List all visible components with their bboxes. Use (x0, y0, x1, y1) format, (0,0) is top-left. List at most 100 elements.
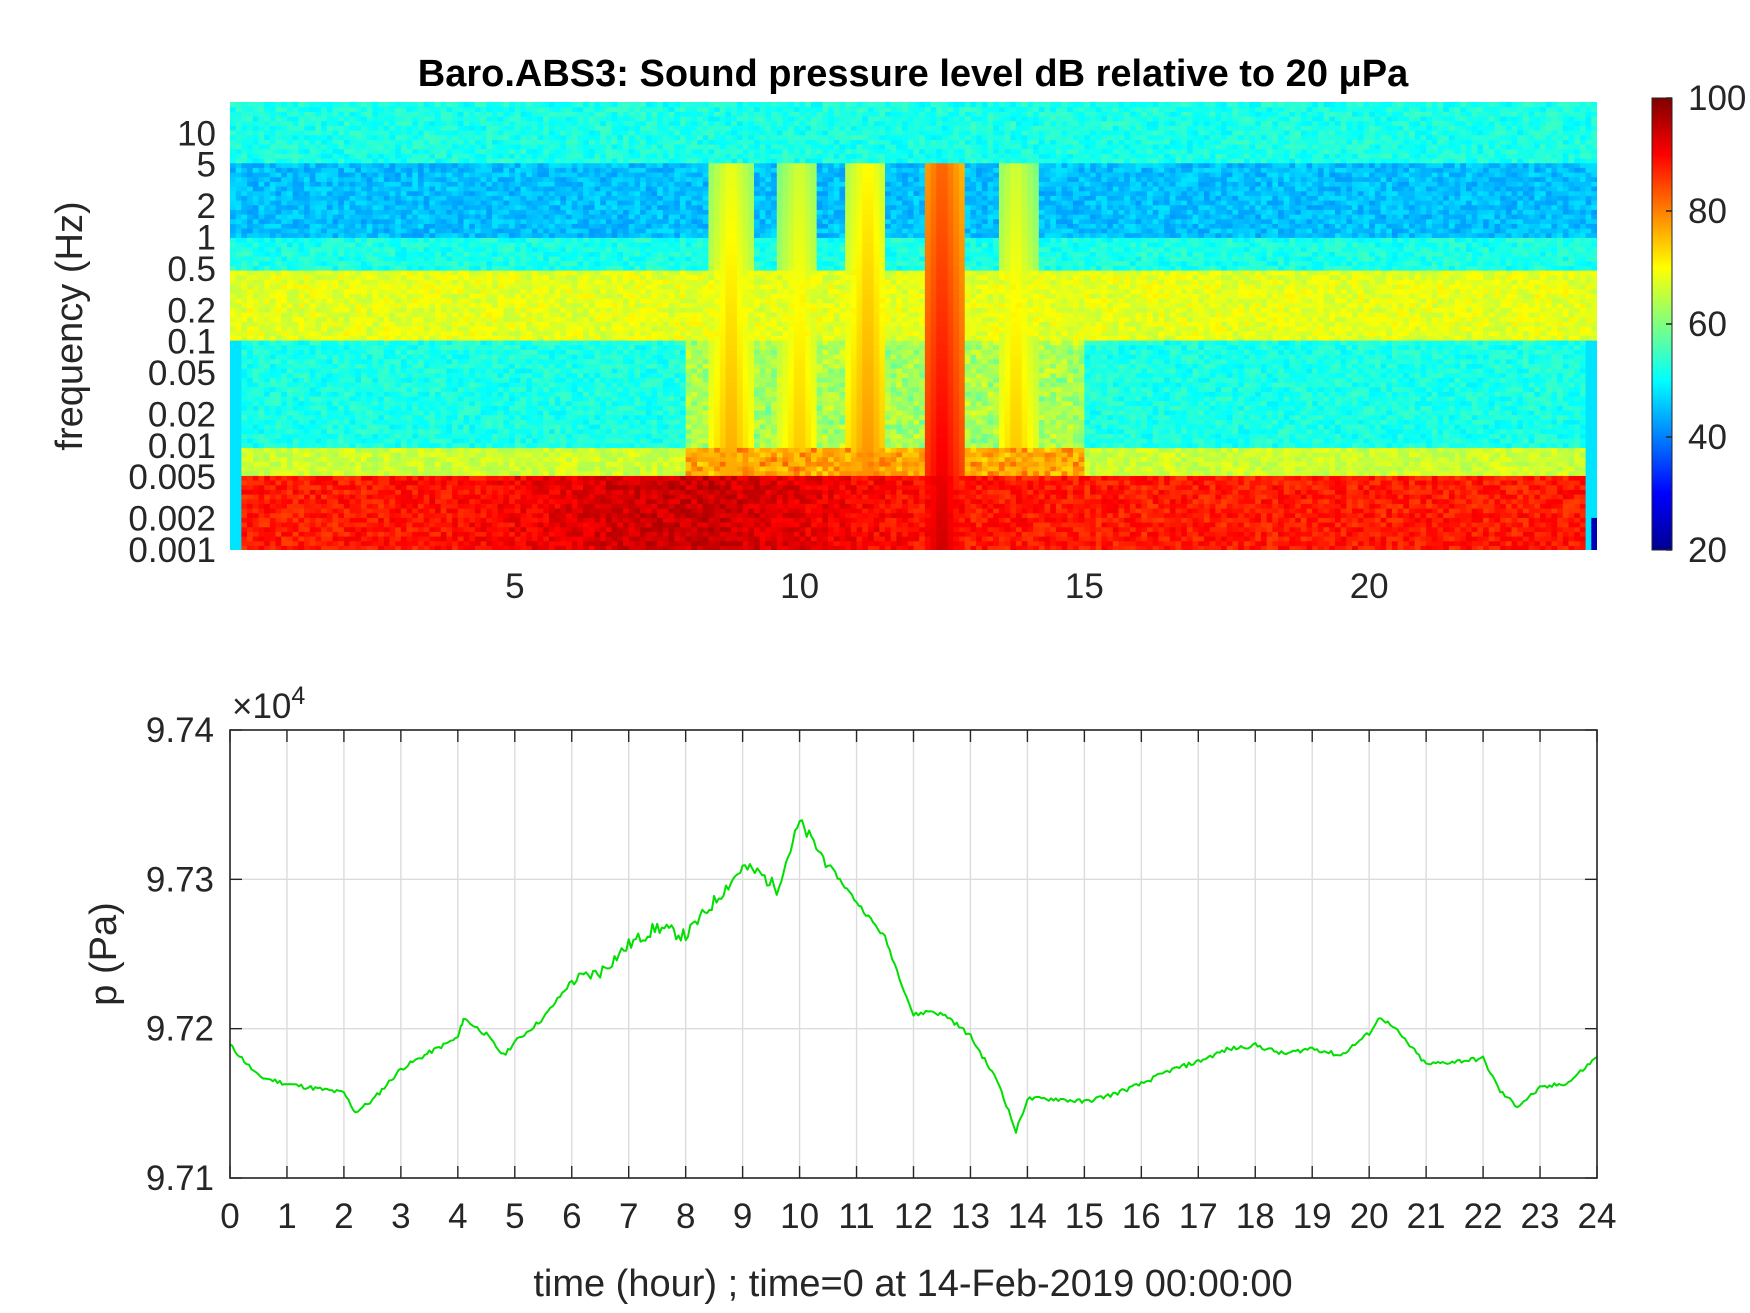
heatmap-cell (389, 494, 396, 500)
heatmap-cell (440, 246, 448, 252)
heatmap-cell (423, 391, 430, 397)
heatmap-cell (292, 438, 299, 444)
heatmap-cell (241, 526, 248, 532)
heatmap-cell (315, 298, 322, 304)
heatmap-cell (480, 386, 487, 392)
heatmap-cell (230, 503, 237, 509)
heatmap-cell (304, 396, 311, 402)
heatmap-cell (480, 503, 487, 509)
heatmap-cell (264, 228, 271, 234)
heatmap-cell (355, 517, 362, 523)
heatmap-cell (298, 237, 305, 243)
heatmap-cell (480, 424, 487, 430)
heatmap-cell (423, 414, 430, 420)
heatmap-cell (395, 372, 402, 378)
heatmap-cell (269, 162, 277, 168)
heatmap-cell (492, 120, 499, 126)
heatmap-cell (366, 344, 373, 350)
heatmap-cell (235, 326, 242, 332)
heatmap-cell (361, 489, 368, 495)
heatmap-cell (247, 228, 254, 234)
heatmap-cell (321, 340, 328, 346)
heatmap-cell (417, 237, 425, 243)
heatmap-cell (355, 298, 362, 304)
heatmap-cell (372, 242, 379, 248)
heatmap-cell (309, 111, 317, 117)
heatmap-cell (395, 358, 402, 364)
heatmap-cell (264, 125, 271, 131)
heatmap-cell (435, 158, 442, 164)
heatmap-cell (281, 531, 288, 537)
heatmap-cell (355, 410, 362, 416)
heatmap-cell (286, 340, 294, 346)
heatmap-cell (343, 349, 351, 355)
heatmap-cell (492, 442, 499, 448)
heatmap-cell (275, 256, 282, 262)
heatmap-cell (321, 531, 328, 537)
heatmap-cell (338, 438, 345, 444)
heatmap-cell (446, 153, 453, 159)
heatmap-cell (230, 200, 237, 206)
heatmap-cell (355, 260, 362, 266)
heatmap-cell (389, 307, 396, 313)
heatmap-cell (383, 419, 391, 425)
heatmap-cell (389, 195, 396, 201)
heatmap-cell (321, 316, 328, 322)
heatmap-cell (338, 298, 345, 304)
heatmap-cell (429, 190, 436, 196)
heatmap-cell (247, 242, 254, 248)
heatmap-cell (326, 489, 334, 495)
heatmap-cell (469, 200, 476, 206)
heatmap-cell (235, 102, 242, 108)
heatmap-cell (412, 372, 419, 378)
heatmap-cell (321, 181, 328, 187)
heatmap-cell (469, 279, 476, 285)
heatmap-cell (469, 540, 476, 546)
heatmap-cell (463, 503, 470, 509)
heatmap-cell (247, 176, 254, 182)
heatmap-cell (383, 480, 391, 486)
heatmap-cell (292, 316, 299, 322)
heatmap-cell (514, 302, 522, 308)
heatmap-cell (332, 316, 339, 322)
heatmap-cell (332, 433, 339, 439)
heatmap-cell (492, 438, 499, 444)
heatmap-cell (440, 176, 448, 182)
heatmap-cell (275, 447, 282, 453)
heatmap-cell (389, 302, 396, 308)
heatmap-cell (463, 438, 470, 444)
heatmap-cell (338, 176, 345, 182)
heatmap-cell (435, 396, 442, 402)
heatmap-cell (452, 503, 459, 509)
heatmap-cell (286, 363, 294, 369)
heatmap-cell (247, 489, 254, 495)
heatmap-cell (264, 386, 271, 392)
heatmap-cell (446, 344, 453, 350)
heatmap-cell (304, 522, 311, 528)
heatmap-cell (264, 447, 271, 453)
heatmap-cell (469, 461, 476, 467)
heatmap-cell (275, 442, 282, 448)
heatmap-cell (406, 139, 413, 145)
heatmap-cell (452, 396, 459, 402)
heatmap-cell (275, 153, 282, 159)
heatmap-cell (309, 153, 317, 159)
heatmap-cell (241, 106, 248, 112)
heatmap-cell (395, 298, 402, 304)
heatmap-cell (412, 125, 419, 131)
heatmap-cell (412, 111, 419, 117)
heatmap-cell (514, 316, 522, 322)
heatmap-cell (383, 475, 391, 481)
heatmap-cell (395, 106, 402, 112)
heatmap-cell (446, 386, 453, 392)
heatmap-cell (343, 540, 351, 546)
heatmap-cell (349, 316, 356, 322)
heatmap-cell (474, 461, 482, 467)
heatmap-cell (326, 466, 334, 472)
heatmap-cell (286, 251, 294, 257)
heatmap-cell (366, 312, 373, 318)
heatmap-cell (252, 498, 260, 504)
heatmap-cell (372, 396, 379, 402)
heatmap-cell (514, 232, 522, 238)
heatmap-cell (258, 517, 265, 523)
